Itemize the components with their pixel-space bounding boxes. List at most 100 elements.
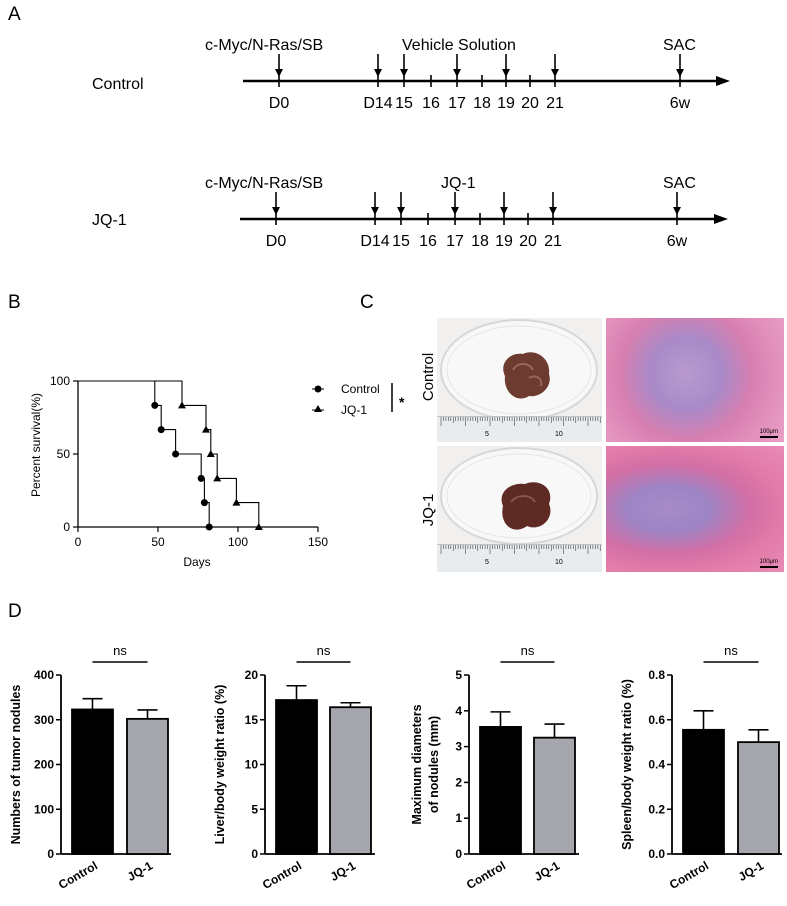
timeline-tick-label: 6w <box>670 95 691 112</box>
legend-label: JQ-1 <box>341 403 367 417</box>
timeline-top-label: SAC <box>663 37 696 54</box>
category-label: Control <box>260 858 304 891</box>
survival-line-control <box>78 380 210 527</box>
bar-chart-4: 0.0 0.2 0.4 0.6 0.8 Spleen/body weight ratio … <box>620 643 782 892</box>
timeline-tick-label: 20 <box>519 233 537 250</box>
bar-control <box>275 699 318 855</box>
bar-jq-1 <box>737 741 780 855</box>
x-tick-label: 100 <box>228 535 248 549</box>
significance-label: ns <box>317 643 331 658</box>
data-point-triangle <box>254 523 263 530</box>
image-row-label: JQ-1 <box>420 494 437 527</box>
timeline-top-label: Vehicle Solution <box>402 37 516 54</box>
significance-label: ns <box>724 643 738 658</box>
timeline-tick-label: 18 <box>473 95 491 112</box>
timeline-tick-label: D0 <box>269 95 290 112</box>
liver-photo-jq1: 5 10 <box>437 446 602 572</box>
x-tick-label: 150 <box>308 535 328 549</box>
timeline-tick-label: 19 <box>497 95 515 112</box>
timeline-tick-label: 15 <box>392 233 410 250</box>
scale-bar-label: 100μm <box>759 429 778 435</box>
timeline-tick-label: 17 <box>448 95 466 112</box>
down-arrowhead-icon <box>451 207 459 215</box>
ruler-number: 5 <box>485 431 489 438</box>
y-tick-label: 200 <box>34 758 54 772</box>
y-axis-label: Liver/body weight ratio (%) <box>213 685 227 845</box>
image-row-label: Control <box>420 353 437 401</box>
data-point-triangle <box>206 450 215 457</box>
y-tick-label: 0 <box>47 847 54 861</box>
y-tick-label: 0 <box>251 847 258 861</box>
y-tick-label: 20 <box>245 668 259 682</box>
y-tick-label: 100 <box>34 802 54 816</box>
data-point-circle <box>157 426 165 434</box>
category-label: Control <box>464 858 508 891</box>
survival-chart: Percent survival(%) Days 0 50 100 0 50 100 150… <box>29 374 405 569</box>
legend-label: Control <box>341 382 380 396</box>
y-tick-label: 0.8 <box>648 668 665 682</box>
scale-bar <box>759 566 778 568</box>
timeline-tick-label: D14 <box>360 233 389 250</box>
histology-control: 100μm <box>606 318 784 442</box>
timeline-tick-label: D0 <box>266 233 287 250</box>
data-point-circle <box>200 499 208 507</box>
timeline-tick-label: 16 <box>422 95 440 112</box>
panel-label-d: D <box>8 601 22 622</box>
category-label: JQ-1 <box>736 858 766 884</box>
arrowhead-icon <box>714 214 728 224</box>
ruler-number: 10 <box>555 431 563 438</box>
significance-star: * <box>399 394 405 410</box>
y-tick-label: 10 <box>245 758 259 772</box>
x-tick-label: 50 <box>151 535 165 549</box>
timeline-jq1: JQ-1 c-Myc/N-Ras/SB JQ-1 SAC D0 D14 15 16 17… <box>92 175 728 250</box>
down-arrowhead-icon <box>549 207 557 215</box>
category-label: JQ-1 <box>328 858 358 884</box>
panel-label-b: B <box>8 292 21 313</box>
histology-jq1: 100μm <box>606 446 784 572</box>
timeline-top-label: SAC <box>663 175 696 192</box>
timeline-tick-label: 6w <box>667 233 688 250</box>
y-axis-label: Spleen/body weight ratio (%) <box>620 679 634 850</box>
bar-chart-1: 0 100 200 300 400 Numbers of tumor nodules Con… <box>9 643 171 892</box>
bar-jq-1 <box>126 717 169 855</box>
y-tick-label: 5 <box>455 668 462 682</box>
data-point-circle <box>151 401 159 409</box>
bar-control <box>479 726 522 855</box>
timeline-top-label: JQ-1 <box>441 175 476 192</box>
down-arrowhead-icon <box>453 69 461 77</box>
y-tick-label: 100 <box>50 374 70 388</box>
bar-jq-1 <box>329 706 372 855</box>
data-point-circle <box>205 523 213 531</box>
y-axis-label: Percent survival(%) <box>29 393 43 497</box>
bar-chart-3: 0 1 2 3 4 5 Maximum diameters of nodules (mm) Co… <box>410 643 579 892</box>
timeline-control: Control c-Myc/N-Ras/SB Vehicle Solution … <box>92 37 730 112</box>
timeline-tick-label: 19 <box>495 233 513 250</box>
down-arrowhead-icon <box>400 69 408 77</box>
timeline-tick-label: 16 <box>419 233 437 250</box>
y-tick-label: 400 <box>34 668 54 682</box>
y-axis-label: Numbers of tumor nodules <box>9 685 23 845</box>
down-arrowhead-icon <box>371 207 379 215</box>
x-tick-label: 0 <box>75 535 82 549</box>
y-tick-label: 3 <box>455 740 462 754</box>
y-tick-label: 50 <box>57 447 71 461</box>
x-axis-label: Days <box>183 555 210 569</box>
y-tick-label: 15 <box>245 713 259 727</box>
timeline-tick-label: 15 <box>395 95 413 112</box>
timeline-row-label: JQ-1 <box>92 212 127 229</box>
y-tick-label: 0 <box>455 847 462 861</box>
timeline-tick-label: 17 <box>446 233 464 250</box>
category-label: Control <box>667 858 711 891</box>
timeline-row-label: Control <box>92 76 144 93</box>
timeline-top-label: c-Myc/N-Ras/SB <box>205 37 323 54</box>
timeline-tick-label: 18 <box>471 233 489 250</box>
category-label: JQ-1 <box>125 858 155 884</box>
data-point-triangle <box>178 401 186 409</box>
bar-jq-1 <box>533 736 576 855</box>
timeline-tick-label: D14 <box>363 95 392 112</box>
panel-label-c: C <box>360 292 374 313</box>
bar-chart-2: 0 5 10 15 20 Liver/body weight ratio (%) Contr… <box>213 643 375 892</box>
y-axis-label: Maximum diameters <box>410 704 424 824</box>
down-arrowhead-icon <box>272 207 280 215</box>
